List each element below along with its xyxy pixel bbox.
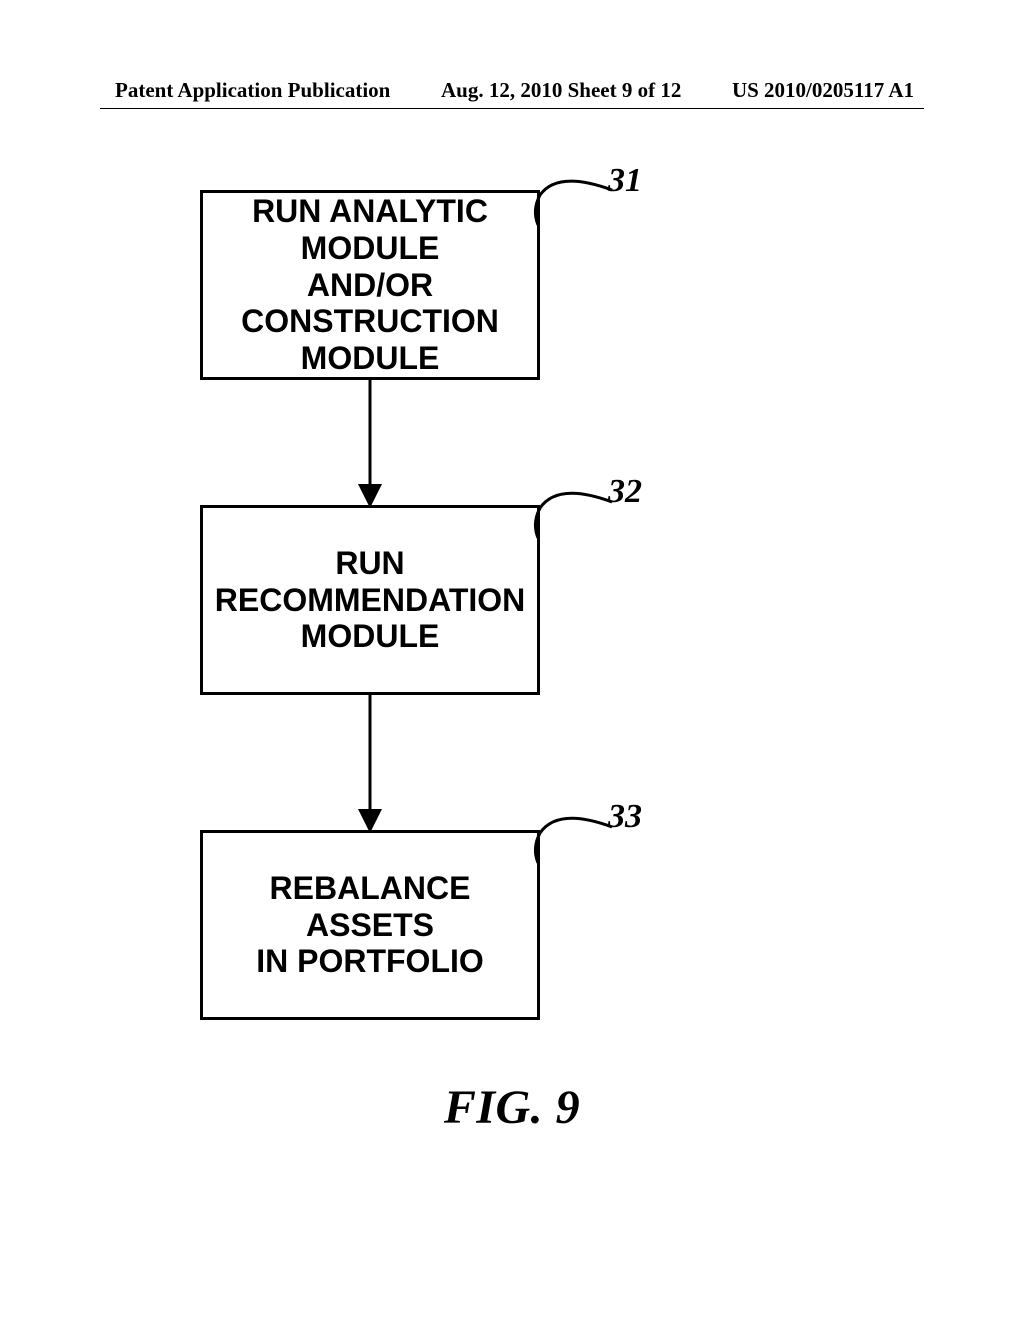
flow-node-32: RUN RECOMMENDATIONMODULE — [200, 505, 540, 695]
leader-32 — [535, 493, 612, 538]
flow-node-31: RUN ANALYTIC MODULEAND/ORCONSTRUCTION MO… — [200, 190, 540, 380]
header-left: Patent Application Publication — [115, 78, 390, 103]
page: Patent Application Publication Aug. 12, … — [0, 0, 1024, 1320]
flow-node-31-text: RUN ANALYTIC MODULEAND/ORCONSTRUCTION MO… — [203, 189, 537, 381]
flow-node-33: REBALANCE ASSETSIN PORTFOLIO — [200, 830, 540, 1020]
flow-node-33-text: REBALANCE ASSETSIN PORTFOLIO — [203, 866, 537, 984]
flow-node-32-text: RUN RECOMMENDATIONMODULE — [203, 541, 537, 659]
ref-label-32: 32 — [608, 473, 642, 511]
leader-31 — [535, 181, 612, 225]
figure-caption: FIG. 9 — [0, 1080, 1024, 1135]
leader-33 — [535, 818, 612, 863]
ref-label-33: 33 — [608, 798, 642, 836]
flowchart-diagram: RUN ANALYTIC MODULEAND/ORCONSTRUCTION MO… — [0, 150, 1024, 1150]
patent-header: Patent Application Publication Aug. 12, … — [0, 78, 1024, 103]
header-right: US 2010/0205117 A1 — [732, 78, 914, 103]
header-rule — [100, 108, 924, 109]
header-center: Aug. 12, 2010 Sheet 9 of 12 — [441, 78, 681, 103]
ref-label-31: 31 — [608, 162, 642, 200]
